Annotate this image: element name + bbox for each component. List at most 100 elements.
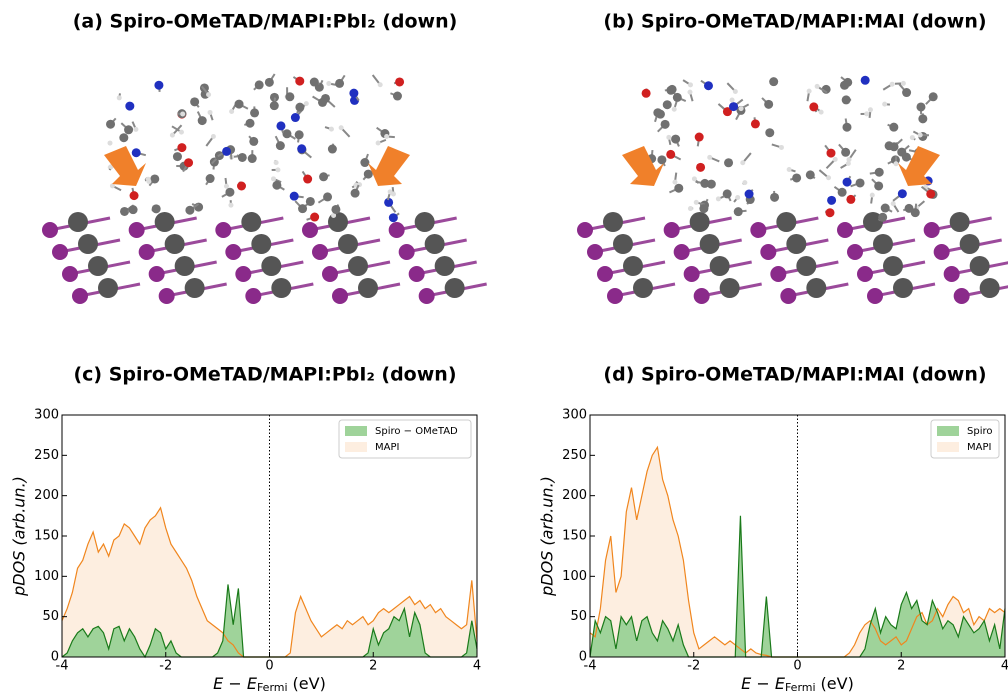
- atom: [603, 212, 623, 232]
- legend-swatch: [937, 426, 959, 436]
- atom: [861, 76, 870, 85]
- atom: [809, 102, 818, 111]
- atom: [792, 173, 801, 182]
- atom: [898, 189, 907, 198]
- y-tick-label: 300: [562, 408, 587, 423]
- atom: [295, 103, 304, 112]
- atom: [130, 191, 139, 200]
- atom: [235, 100, 244, 109]
- atom: [874, 181, 883, 190]
- atom: [152, 204, 161, 213]
- atom: [902, 88, 911, 97]
- atom: [304, 101, 309, 106]
- arrow: [622, 146, 664, 186]
- atom: [222, 147, 231, 156]
- atom: [929, 92, 938, 101]
- legend-label: Spiro − OMeTAD: [375, 426, 458, 437]
- atom: [692, 176, 697, 181]
- atom: [445, 278, 465, 298]
- y-tick-label: 250: [34, 448, 59, 463]
- atom: [764, 100, 773, 109]
- atom: [664, 222, 680, 238]
- atom: [173, 152, 182, 161]
- atom: [577, 222, 593, 238]
- atom: [980, 278, 1000, 298]
- atom: [175, 256, 195, 276]
- atom: [666, 86, 675, 95]
- atom: [666, 135, 671, 140]
- atom: [399, 244, 415, 260]
- atom: [170, 133, 175, 138]
- atom: [838, 188, 847, 197]
- y-tick-label: 100: [562, 569, 587, 584]
- atom: [312, 244, 328, 260]
- atom: [856, 178, 865, 187]
- atom: [198, 116, 207, 125]
- atom: [276, 121, 285, 130]
- atom: [873, 234, 893, 254]
- legend-label: MAPI: [375, 442, 399, 453]
- x-tick-label: -4: [56, 659, 69, 674]
- atom: [882, 102, 887, 107]
- atom: [734, 207, 743, 216]
- atom: [348, 256, 368, 276]
- atom: [826, 175, 831, 180]
- atom: [750, 222, 766, 238]
- atom: [425, 234, 445, 254]
- atom: [395, 77, 404, 86]
- legend-label: Spiro: [967, 426, 992, 437]
- atom: [261, 256, 281, 276]
- atom: [297, 144, 306, 153]
- atom: [700, 234, 720, 254]
- atom: [291, 113, 300, 122]
- atom: [303, 175, 312, 184]
- atom: [694, 200, 699, 205]
- atom: [133, 127, 138, 132]
- atom: [384, 134, 389, 139]
- atom: [674, 244, 690, 260]
- atom: [786, 234, 806, 254]
- atom: [696, 163, 705, 172]
- y-axis-label: pDOS (arb.un.): [10, 476, 29, 597]
- atom: [889, 123, 898, 132]
- atom: [970, 256, 990, 276]
- atom: [328, 145, 337, 154]
- atom: [310, 213, 319, 222]
- atom: [688, 206, 693, 211]
- atom: [934, 244, 950, 260]
- y-axis-label: pDOS (arb.un.): [538, 476, 557, 597]
- atom: [745, 189, 754, 198]
- atom: [228, 203, 233, 208]
- atom: [857, 266, 873, 282]
- atom: [246, 119, 255, 128]
- atom: [840, 81, 849, 90]
- atom: [842, 123, 851, 132]
- atom: [776, 212, 796, 232]
- y-tick-label: 50: [570, 609, 587, 624]
- x-tick-label: 0: [793, 659, 801, 674]
- atom: [740, 160, 745, 165]
- atom: [332, 288, 348, 304]
- atom: [415, 212, 435, 232]
- x-label-sub: Fermi: [785, 681, 816, 694]
- atom: [657, 155, 666, 164]
- atom: [245, 288, 261, 304]
- atom: [950, 212, 970, 232]
- atom: [326, 81, 331, 86]
- atom: [124, 125, 133, 134]
- atom: [730, 97, 735, 102]
- atom: [918, 114, 927, 123]
- x-axis-label: E − EFermi(eV): [213, 674, 326, 695]
- legend-swatch: [937, 442, 959, 452]
- atom: [694, 288, 710, 304]
- atom: [271, 176, 276, 181]
- atom: [274, 160, 279, 165]
- atom: [271, 278, 291, 298]
- atom: [729, 102, 738, 111]
- atom: [878, 213, 887, 222]
- x-label-sub: Fermi: [257, 681, 288, 694]
- atom: [282, 129, 291, 138]
- atom: [251, 234, 271, 254]
- atom: [720, 278, 740, 298]
- atom: [674, 184, 683, 193]
